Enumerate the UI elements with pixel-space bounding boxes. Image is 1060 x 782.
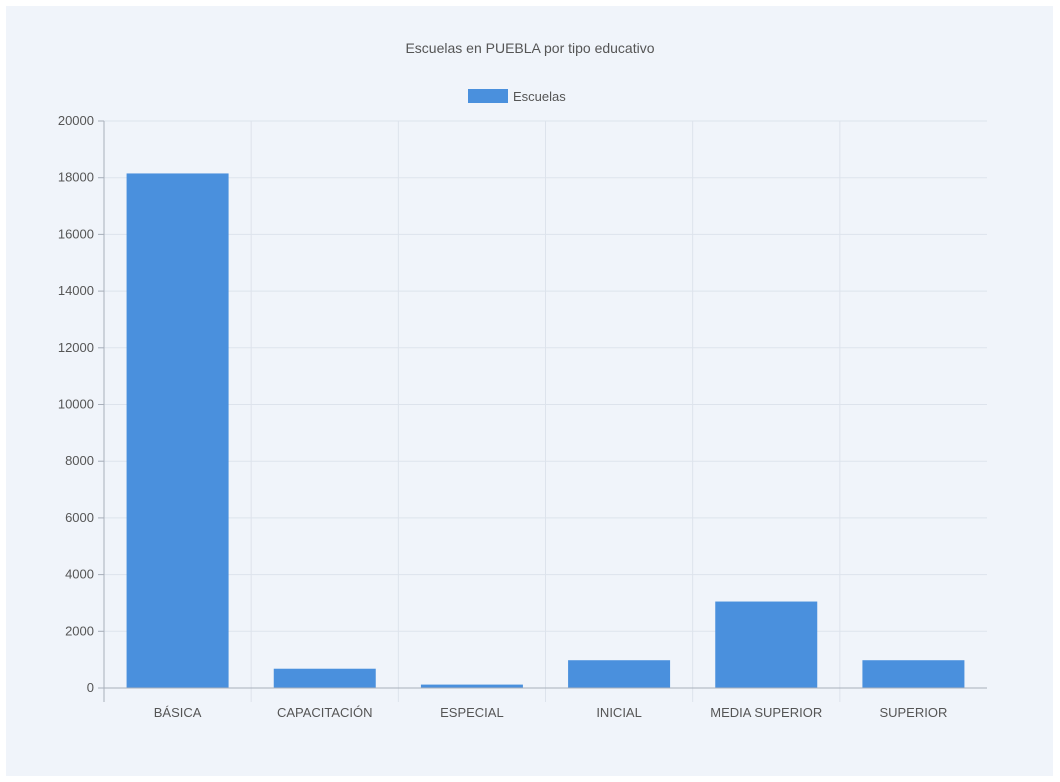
bar: [568, 660, 671, 688]
y-axis: 0 2000 4000 6000 8000 10000 12000 14000 16000 180…: [58, 113, 104, 695]
y-tick-label: 16000: [58, 226, 94, 241]
bar: [715, 601, 818, 688]
x-axis: BÁSICA CAPACITACIÓN ESPECIAL INICIAL MEDIA S…: [154, 705, 948, 720]
x-tick-label: INICIAL: [596, 705, 642, 720]
axes: [98, 121, 987, 702]
x-tick-label: BÁSICA: [154, 705, 202, 720]
legend[interactable]: Escuelas: [468, 89, 566, 104]
x-tick-label: ESPECIAL: [440, 705, 504, 720]
x-tick-label: MEDIA SUPERIOR: [710, 705, 822, 720]
y-tick-label: 20000: [58, 113, 94, 128]
legend-swatch: [468, 89, 508, 103]
grid-lines: [98, 120, 987, 702]
legend-label: Escuelas: [513, 89, 566, 104]
y-tick-label: 6000: [65, 510, 94, 525]
y-tick-label: 18000: [58, 170, 94, 185]
bars: [126, 173, 965, 688]
bar: [273, 668, 376, 688]
y-tick-label: 12000: [58, 340, 94, 355]
chart-title: Escuelas en PUEBLA por tipo educativo: [405, 40, 654, 56]
bar: [420, 684, 523, 688]
y-tick-label: 0: [87, 680, 94, 695]
y-tick-label: 4000: [65, 567, 94, 582]
x-tick-label: CAPACITACIÓN: [277, 705, 373, 720]
y-tick-label: 10000: [58, 397, 94, 412]
bar: [862, 660, 965, 688]
y-tick-label: 2000: [65, 623, 94, 638]
x-tick-label: SUPERIOR: [879, 705, 947, 720]
y-tick-label: 14000: [58, 283, 94, 298]
bar: [126, 173, 229, 688]
y-tick-label: 8000: [65, 453, 94, 468]
